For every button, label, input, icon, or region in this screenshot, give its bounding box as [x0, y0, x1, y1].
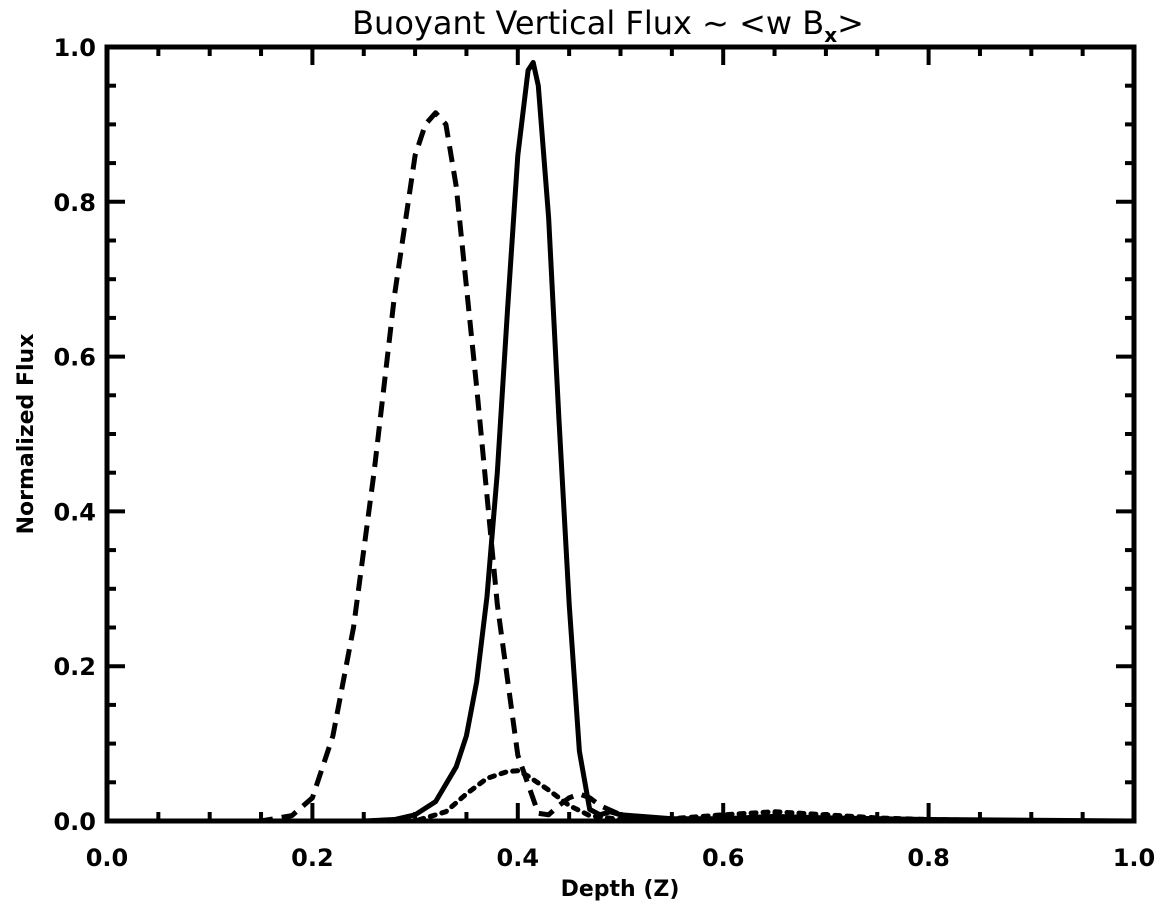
- y-tick-label: 1.0: [53, 34, 96, 62]
- y-axis-ticks: [107, 45, 1134, 823]
- chart-title-main: Buoyant Vertical Flux ~ <w B: [352, 4, 824, 42]
- x-tick-label: 0.2: [291, 844, 334, 872]
- x-tick-label: 1.0: [1113, 844, 1156, 872]
- x-tick-label: 0.4: [497, 844, 540, 872]
- y-tick-label: 0.2: [53, 653, 96, 681]
- series-line-dashed: [107, 110, 1134, 824]
- plot-frame: [104, 44, 1137, 824]
- y-axis-label: Normalized Flux: [14, 334, 39, 535]
- x-tick-label: 0.8: [907, 844, 950, 872]
- series-line-dotted: [104, 768, 1137, 824]
- y-tick-label: 0.4: [53, 498, 96, 526]
- x-axis-ticks: [105, 47, 1136, 821]
- series-group: [104, 60, 1137, 824]
- x-axis-tick-labels: 0.0 0.2 0.4 0.6 0.8 1.0: [86, 844, 1156, 872]
- x-tick-label: 0.0: [86, 844, 129, 872]
- chart-title: Buoyant Vertical Flux ~ <w Bx>: [352, 4, 864, 47]
- x-tick-label: 0.6: [702, 844, 745, 872]
- y-tick-label: 0.6: [53, 344, 96, 372]
- y-tick-label: 0.0: [53, 808, 96, 836]
- chart-title-subscript: x: [824, 23, 837, 47]
- series-line-solid: [107, 60, 1135, 824]
- y-tick-label: 0.8: [53, 189, 96, 217]
- x-axis-label: Depth (Z): [561, 877, 680, 902]
- y-axis-tick-labels: 0.0 0.2 0.4 0.6 0.8 1.0: [53, 34, 96, 836]
- chart-title-suffix: >: [837, 4, 864, 42]
